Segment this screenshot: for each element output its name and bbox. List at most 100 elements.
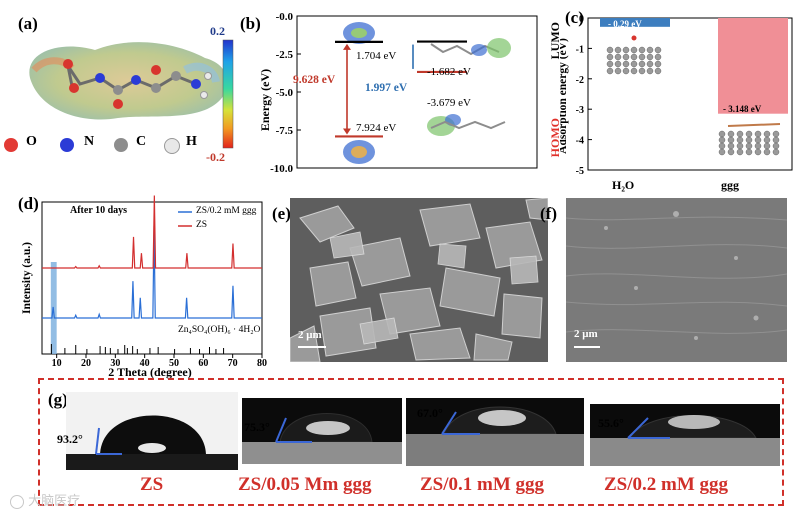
- slab-atom-h2o: [638, 46, 646, 54]
- slab-atom-h2o: [606, 46, 614, 54]
- contact-angle-frame: [38, 378, 784, 506]
- x-tick-label-d: 40: [140, 358, 150, 369]
- ggg-molecule-homo: [427, 114, 506, 136]
- slab-atom-ggg: [745, 130, 753, 138]
- level-label-homo-zs: 7.924 eV: [356, 122, 397, 134]
- atom-c-swatch: [114, 138, 128, 152]
- slab-atom-ggg: [727, 136, 735, 144]
- slab-atom-ggg: [763, 142, 771, 150]
- y-tick-label-b: -2.5: [276, 49, 294, 61]
- slab-atom-h2o: [622, 60, 630, 68]
- colorbar: [222, 39, 234, 149]
- y-tick-label-c: -1: [576, 44, 584, 55]
- x-axis-label-d: 2 Theta (degree): [108, 365, 192, 379]
- atom-h-swatch: [164, 138, 180, 154]
- slab-atom-h2o: [622, 53, 630, 61]
- y-tick-label-b: -0.0: [276, 11, 294, 23]
- slab-atom-h2o: [646, 46, 654, 54]
- slab-atom-h2o: [614, 67, 622, 75]
- energy-level-diagram: -0.0 -2.5 -5.0 -7.5 -10.0 Energy (eV): [258, 11, 538, 175]
- slab-atom-ggg: [736, 130, 744, 138]
- gap-label-9628: 9.628 eV: [293, 74, 336, 86]
- y-tick-label-c: -2: [576, 75, 584, 86]
- level-label-homo-ggg: -3.679 eV: [427, 97, 471, 109]
- atom-o-swatch: [4, 138, 18, 152]
- x-tick-label-d: 50: [169, 358, 179, 369]
- slab-atom-ggg: [736, 136, 744, 144]
- slab-atom-h2o: [630, 67, 638, 75]
- series-line-zs: [42, 195, 262, 269]
- legend-label-zs: ZS: [196, 220, 208, 230]
- panel-e-label: (e): [272, 204, 291, 223]
- y-axis-label-b: Energy (eV): [258, 69, 272, 131]
- atom-o-label: O: [26, 134, 37, 149]
- slab-ggg: [718, 123, 781, 156]
- y-tick-label-c: -3: [576, 105, 584, 116]
- slab-atom-h2o: [646, 53, 654, 61]
- contact-label-zs: ZS: [140, 474, 164, 495]
- contact-label-zs-005: ZS/0.05 Mm ggg: [238, 474, 372, 495]
- slab-atom-ggg: [754, 130, 762, 138]
- atom-c-label: C: [136, 134, 147, 149]
- bar-H2O: [600, 18, 670, 27]
- slab-atom-h2o: [606, 60, 614, 68]
- category-label-h2o: H₂O: [612, 178, 635, 192]
- gap-arrowhead-up: [343, 43, 351, 50]
- y-tick-label-b: -5.0: [276, 87, 294, 99]
- contact-label-zs-02: ZS/0.2 mM ggg: [604, 474, 729, 495]
- x-tick-label-d: 30: [110, 358, 120, 369]
- slab-h2o: [606, 35, 662, 75]
- scale-label-e: 2 μm: [298, 329, 322, 341]
- colorbar-min: -0.2: [206, 150, 225, 164]
- x-tick-label-d: 60: [198, 358, 208, 369]
- watermark-logo-icon: [10, 494, 24, 509]
- esp-surface: [29, 42, 228, 120]
- slab-atom-ggg: [736, 142, 744, 150]
- scale-bar-e: [298, 346, 326, 348]
- slab-atom-ggg: [718, 142, 726, 150]
- gap-arrowhead-down: [343, 128, 351, 135]
- atom-legend: O N C H: [4, 134, 219, 156]
- slab-atom-ggg: [772, 136, 780, 144]
- slab-atom-ggg: [763, 148, 771, 156]
- slab-atom-h2o: [630, 60, 638, 68]
- panel-c-label: (c): [565, 8, 584, 27]
- plot-frame-c: [587, 17, 793, 171]
- slab-atom-h2o: [646, 60, 654, 68]
- x-tick-label-d: 10: [52, 358, 62, 369]
- x-tick-label-d: 80: [257, 358, 267, 369]
- slab-atom-ggg: [772, 130, 780, 138]
- slab-atom-ggg: [718, 130, 726, 138]
- slab-atom-ggg: [763, 136, 771, 144]
- bar-value-label-ggg: - 3.148 eV: [723, 104, 762, 114]
- colorbar-max: 0.2: [210, 24, 225, 38]
- slab-atom-ggg: [727, 142, 735, 150]
- slab-atom-h2o: [630, 46, 638, 54]
- sem-image-zs: 2 μm: [290, 198, 548, 362]
- atom-h-label: H: [186, 134, 197, 149]
- y-axis-label-c: Adsorption energy (eV): [560, 38, 569, 154]
- esp-map: [29, 39, 234, 149]
- slab-atom-h2o: [654, 60, 662, 68]
- contact-angle-value-zs-01: 67.0°: [417, 406, 443, 420]
- slab-atom-ggg: [727, 130, 735, 138]
- panel-f-label: (f): [540, 204, 557, 223]
- droplet-image-zs-01: [406, 398, 584, 466]
- slab-atom-h2o: [638, 53, 646, 61]
- water-molecule-o: [631, 35, 637, 41]
- y-tick-label-c: 0: [579, 14, 584, 25]
- x-tick-label-d: 70: [228, 358, 238, 369]
- watermark: 大脑医疗: [10, 490, 80, 509]
- y-tick-label-c: -4: [576, 136, 584, 147]
- category-label-ggg: ggg: [721, 178, 739, 192]
- xrd-chart: 10 20 30 40 50 60 70 80 Intensity (a.u.) 2 Thet…: [21, 195, 267, 379]
- contact-angle-value-zs-005: 75.3°: [244, 420, 270, 434]
- legend-label-zs-ggg: ZS/0.2 mM ggg: [196, 206, 257, 216]
- x-tick-label-d: 20: [81, 358, 91, 369]
- y-tick-label-c: -5: [576, 166, 584, 177]
- contact-angle-value-zs-02: 55.6°: [598, 416, 624, 430]
- slab-atom-h2o: [654, 46, 662, 54]
- panel-d-label: (d): [18, 194, 39, 213]
- slab-atom-h2o: [622, 67, 630, 75]
- slab-atom-h2o: [654, 53, 662, 61]
